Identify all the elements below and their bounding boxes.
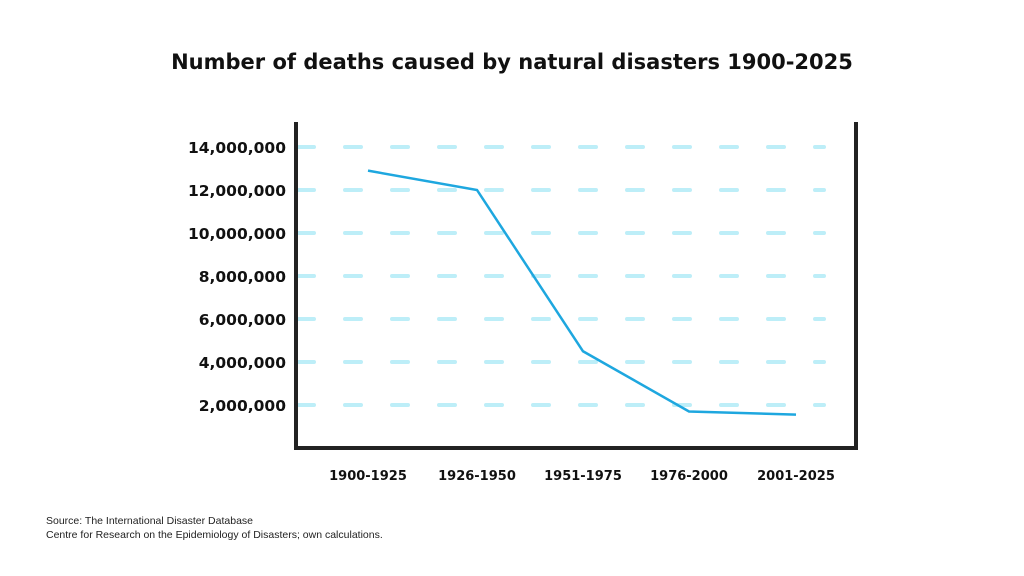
- x-tick-label: 1900-1925: [329, 469, 407, 484]
- x-tick-label: 1926-1950: [438, 469, 516, 484]
- y-tick-label: 8,000,000: [199, 268, 286, 286]
- x-tick-label: 1951-1975: [544, 469, 622, 484]
- source-line-1: Source: The International Disaster Datab…: [46, 515, 254, 527]
- y-tick-label: 12,000,000: [188, 182, 286, 200]
- y-tick-label: 4,000,000: [199, 354, 286, 372]
- series-line: [367, 169, 797, 416]
- chart-title: Number of deaths caused by natural disas…: [171, 50, 853, 74]
- x-tick-label: 1976-2000: [650, 469, 728, 484]
- y-tick-label: 10,000,000: [188, 225, 286, 243]
- y-tick-label: 2,000,000: [199, 397, 286, 415]
- x-tick-label: 2001-2025: [757, 469, 835, 484]
- y-tick-label: 6,000,000: [199, 311, 286, 329]
- axes-frame: [294, 122, 858, 450]
- source-line-2: Centre for Research on the Epidemiology …: [46, 529, 383, 541]
- source-note: Source: The International Disaster Datab…: [46, 514, 383, 542]
- y-tick-label: 14,000,000: [188, 139, 286, 157]
